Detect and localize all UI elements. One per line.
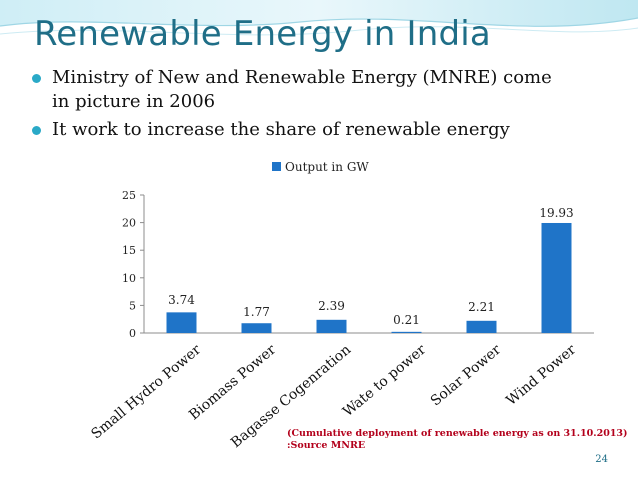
source-footnote: (Cumulative deployment of renewable ener… — [287, 428, 628, 452]
header-wave-decoration — [0, 0, 638, 36]
slide-title: Renewable Energy in India — [34, 14, 491, 54]
bullet-text-line: Ministry of New and Renewable Energy (MN… — [52, 67, 552, 88]
bullet-item: Ministry of New and Renewable Energy (MN… — [28, 66, 628, 114]
bar-chart: Output in GW 0 5 10 15 20 25 3.74 1.77 2.39 0.21… — [88, 160, 594, 451]
bar-bagasse-cogenration — [316, 319, 347, 333]
bullet-dot-icon — [32, 74, 41, 83]
bullet-text-line: in picture in 2006 — [52, 91, 216, 112]
y-tick-label: 10 — [122, 272, 136, 285]
y-tick-label: 5 — [129, 299, 136, 312]
legend-swatch — [272, 162, 281, 171]
bars-group — [166, 222, 572, 333]
x-tick-label: Solar Power — [428, 342, 505, 410]
y-tick-labels: 0 5 10 15 20 25 — [122, 189, 144, 340]
bullet-text-line: It work to increase the share of renewab… — [52, 119, 510, 140]
footnote-line: :Source MNRE — [287, 440, 366, 451]
y-tick-label: 20 — [122, 217, 136, 230]
bar-biomass-power — [241, 323, 272, 333]
data-label: 1.77 — [243, 305, 270, 319]
data-label: 19.93 — [539, 206, 573, 220]
bar-wind-power — [541, 222, 572, 333]
data-labels-group: 3.74 1.77 2.39 0.21 2.21 19.93 — [168, 206, 574, 327]
page-number: 24 — [595, 454, 608, 465]
x-tick-label: Small Hydro Power — [88, 342, 204, 443]
footnote-line: (Cumulative deployment of renewable ener… — [287, 428, 628, 439]
chart-legend: Output in GW — [272, 160, 369, 174]
bullet-dot-icon — [32, 126, 41, 135]
y-tick-label: 25 — [122, 189, 136, 202]
bullet-item: It work to increase the share of renewab… — [28, 118, 628, 142]
y-tick-label: 0 — [129, 327, 136, 340]
bar-solar-power — [466, 320, 497, 333]
x-tick-label: Wind Power — [503, 342, 579, 409]
legend-label: Output in GW — [285, 160, 369, 174]
data-label: 0.21 — [393, 313, 420, 327]
data-label: 2.21 — [468, 300, 495, 314]
data-label: 2.39 — [318, 299, 345, 313]
bar-wate-to-power — [391, 331, 422, 333]
bullet-list: Ministry of New and Renewable Energy (MN… — [28, 66, 628, 146]
data-label: 3.74 — [168, 293, 195, 307]
y-tick-label: 15 — [122, 244, 136, 257]
bar-small-hydro-power — [166, 312, 197, 333]
